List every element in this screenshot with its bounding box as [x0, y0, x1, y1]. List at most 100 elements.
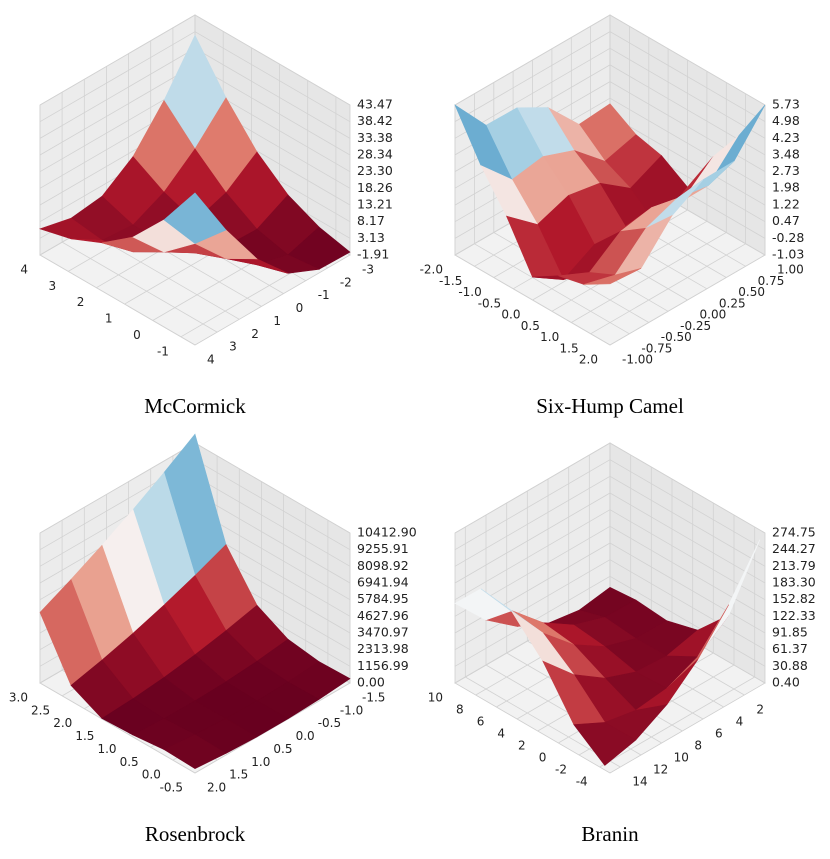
- y-tick-label: 0.0: [296, 729, 315, 743]
- x-tick-label: 0.5: [521, 319, 540, 333]
- z-tick-label: 2313.98: [357, 641, 409, 656]
- x-tick-label: 0.5: [120, 755, 139, 769]
- z-tick-label: 9255.91: [357, 541, 409, 556]
- z-tick-label: 3470.97: [357, 624, 409, 639]
- z-tick-label: -0.28: [772, 230, 804, 245]
- y-tick-label: 1.00: [777, 263, 804, 277]
- x-tick-label: 1.0: [97, 742, 116, 756]
- z-tick-label: 18.26: [357, 180, 393, 195]
- y-tick-label: -1: [318, 288, 330, 302]
- surface-patch: [583, 268, 642, 285]
- z-tick-label: 4627.96: [357, 608, 409, 623]
- subplot: -0.50.00.51.01.52.02.53.0 -1.5-1.0-0.50.0…: [9, 433, 417, 846]
- y-tick-label: 8: [694, 739, 702, 753]
- z-tick-label: 3.48: [772, 146, 800, 161]
- z-grid-line: [454, 442, 766, 534]
- x-tick-label: -1.0: [458, 285, 481, 299]
- z-tick-label: 122.33: [772, 608, 816, 623]
- z-tick-label: 8098.92: [357, 558, 409, 573]
- z-grid-line: [454, 31, 766, 122]
- x-tick-label: 1.0: [540, 330, 559, 344]
- x-tick-label: 0: [539, 751, 547, 765]
- surface-patch: [163, 734, 227, 769]
- y-tick-label: 3: [229, 340, 237, 354]
- x-tick-label: 2: [518, 739, 526, 753]
- caption: Branin: [581, 822, 639, 846]
- x-tick-label: 0.0: [142, 768, 161, 782]
- y-tick-label: 4: [207, 353, 215, 367]
- z-tick-label: 0.40: [772, 675, 800, 690]
- z-tick-label: 0.47: [772, 213, 800, 228]
- y-tick-label: 1.5: [229, 768, 248, 782]
- z-tick-label: 43.47: [357, 97, 393, 112]
- subplot: -4-2024681024681012140.4030.8861.3791.85…: [428, 442, 816, 846]
- z-tick-label: 5784.95: [357, 591, 409, 606]
- x-tick-label: -2.0: [420, 263, 443, 277]
- x-tick-label: -4: [576, 775, 588, 789]
- y-tick-label: 14: [632, 775, 647, 789]
- x-tick-label: 1.5: [75, 729, 94, 743]
- y-tick-label: -1.00: [622, 353, 653, 367]
- x-tick-label: -0.5: [160, 781, 183, 795]
- y-tick-label: -2: [340, 275, 352, 289]
- y-tick-label: 0: [296, 301, 304, 315]
- y-tick-label: 0.50: [738, 285, 765, 299]
- x-tick-label: -1: [157, 344, 169, 358]
- z-grid-line: [454, 47, 766, 139]
- y-tick-label: -0.25: [680, 319, 711, 333]
- z-tick-label: 1156.99: [357, 658, 409, 673]
- z-tick-label: 13.21: [357, 197, 393, 212]
- z-tick-label: 61.37: [772, 641, 808, 656]
- y-tick-label: 0.5: [273, 742, 292, 756]
- z-tick-label: 152.82: [772, 591, 816, 606]
- z-tick-label: 4.98: [772, 113, 800, 128]
- surface-patch: [573, 722, 637, 766]
- z-grid-line: [39, 14, 351, 106]
- z-tick-label: -1.03: [772, 247, 804, 262]
- x-tick-label: 0: [133, 328, 141, 342]
- z-grid-line: [454, 542, 766, 634]
- z-tick-label: 30.88: [772, 658, 808, 673]
- z-tick-label: 244.27: [772, 541, 816, 556]
- x-tick-label: 1.5: [560, 341, 579, 355]
- x-tick-label: 2.0: [579, 353, 598, 367]
- y-tick-label: -1.0: [340, 703, 363, 717]
- x-tick-label: 6: [477, 715, 485, 729]
- z-grid-line: [39, 31, 351, 123]
- x-tick-label: 8: [456, 703, 464, 717]
- z-grid-line: [454, 509, 766, 601]
- y-tick-label: -0.75: [641, 341, 672, 355]
- x-tick-label: 3.0: [9, 691, 28, 705]
- x-tick-label: 4: [20, 263, 28, 277]
- caption: Six-Hump Camel: [536, 394, 684, 418]
- surface-patch: [163, 192, 227, 244]
- subplot: -2.0-1.5-1.0-0.50.00.51.01.52.0 -1.00-0.7…: [420, 14, 804, 418]
- z-tick-label: 3.13: [357, 230, 385, 245]
- z-grid-line: [454, 459, 766, 551]
- z-grid-line: [454, 14, 766, 106]
- x-tick-label: 10: [428, 691, 443, 705]
- z-tick-label: 23.30: [357, 163, 393, 178]
- z-tick-label: 33.38: [357, 130, 393, 145]
- z-grid-line: [454, 475, 766, 567]
- x-tick-label: 1: [105, 312, 113, 326]
- x-tick-label: 4: [497, 727, 505, 741]
- x-tick-label: 2.0: [53, 716, 72, 730]
- x-tick-label: 2.5: [31, 703, 50, 717]
- y-tick-label: 12: [653, 763, 668, 777]
- x-tick-label: -1.5: [439, 274, 462, 288]
- x-tick-label: -2: [555, 763, 567, 777]
- y-tick-label: 2: [251, 327, 259, 341]
- z-tick-label: 1.98: [772, 180, 800, 195]
- z-tick-label: 91.85: [772, 625, 808, 640]
- caption: McCormick: [144, 394, 246, 418]
- y-tick-label: 1: [273, 314, 281, 328]
- z-grid-line: [454, 525, 766, 617]
- y-tick-label: 0.25: [719, 296, 746, 310]
- z-tick-label: 28.34: [357, 147, 393, 162]
- z-tick-label: 274.75: [772, 525, 816, 540]
- z-tick-label: 38.42: [357, 113, 393, 128]
- x-tick-label: 3: [49, 279, 57, 293]
